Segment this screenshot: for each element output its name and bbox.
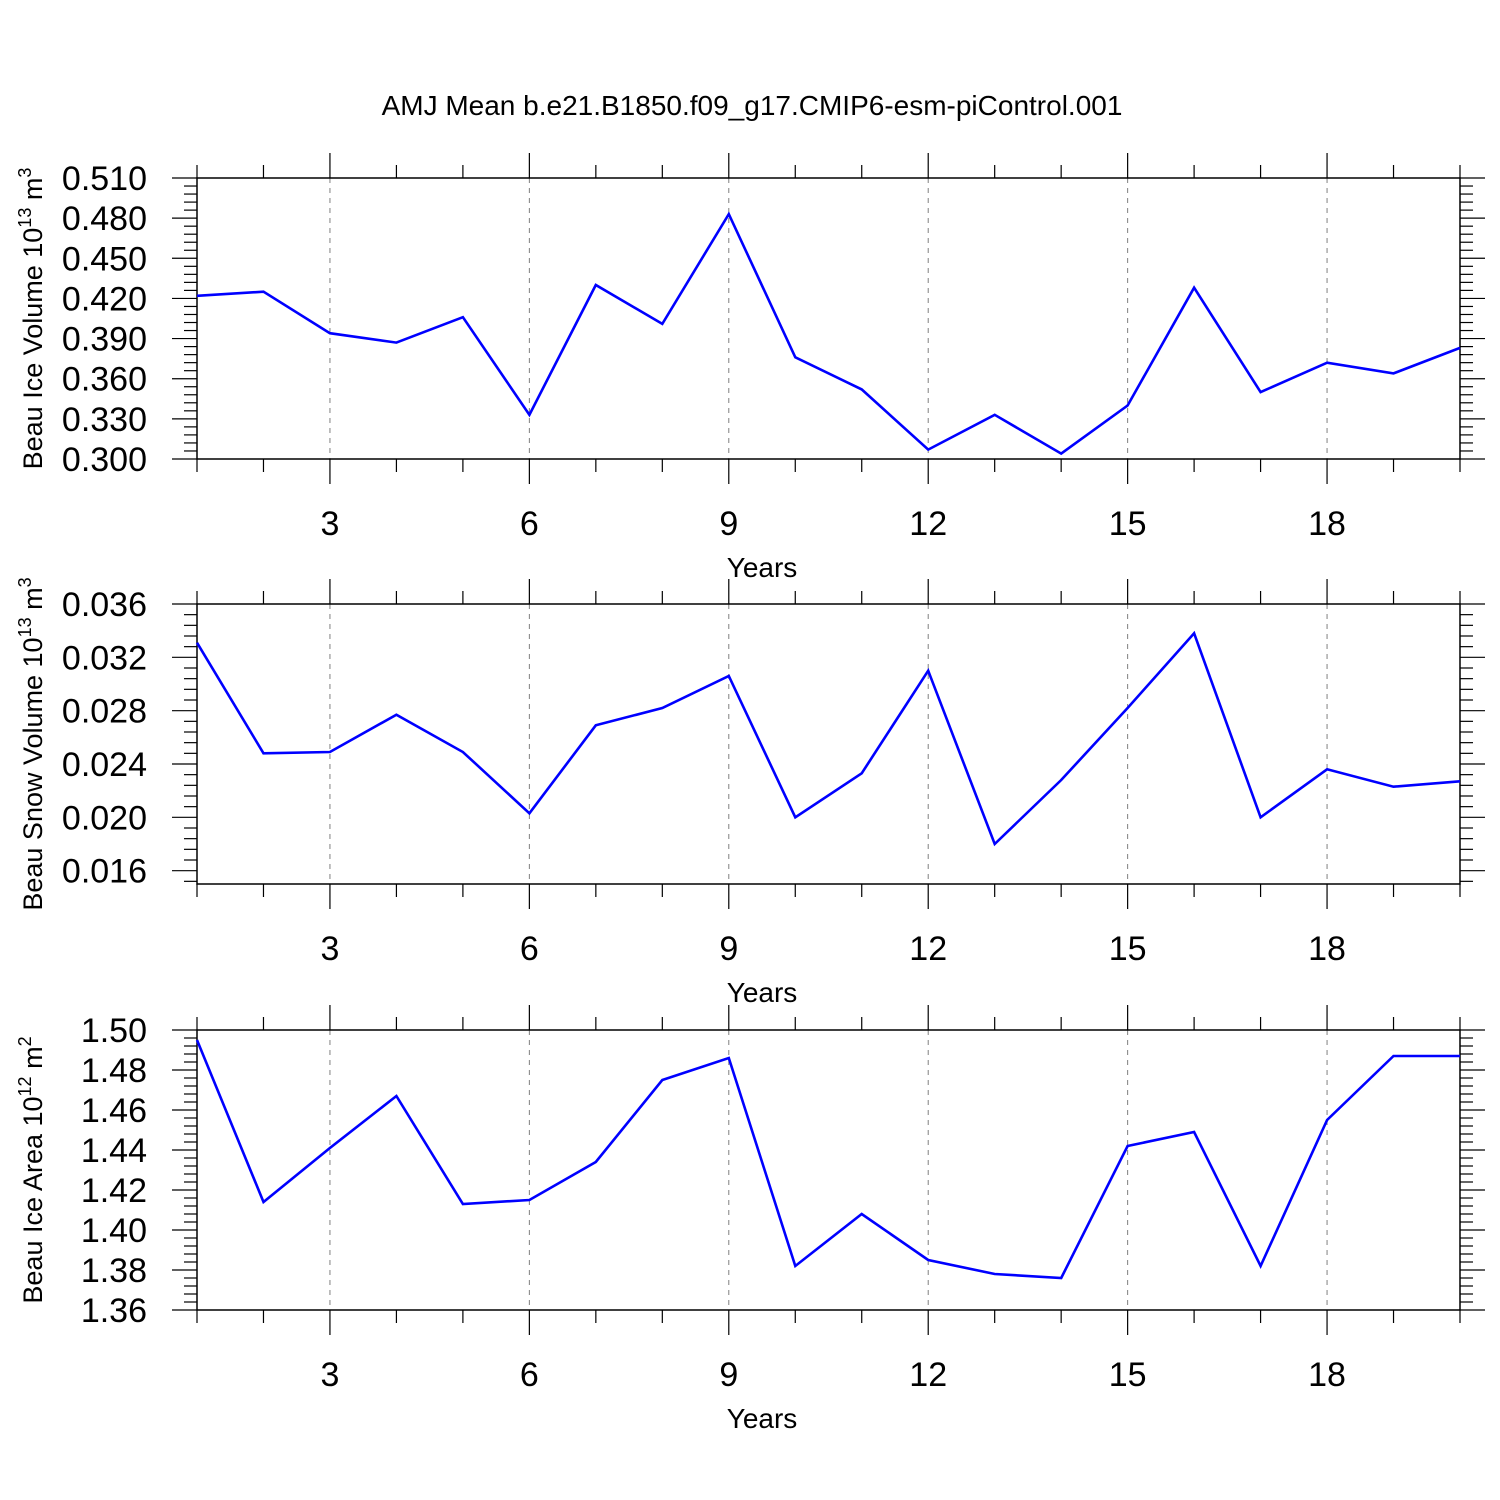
x-tick-label: 9 — [719, 930, 738, 968]
y-tick-label: 0.036 — [62, 586, 147, 624]
figure-title: AMJ Mean b.e21.B1850.f09_g17.CMIP6-esm-p… — [382, 90, 1123, 121]
panels: 3 6 9 12 15 180.3000.3300.3600.3900.4200.4500… — [15, 153, 1485, 1434]
y-tick-label: 0.360 — [62, 361, 147, 399]
y-tick-label: 0.032 — [62, 639, 147, 677]
y-axis-label: Beau Ice Volume 1013 m3 — [15, 168, 48, 470]
y-tick-label: 0.420 — [62, 280, 147, 318]
x-tick-label: 9 — [719, 1356, 738, 1394]
y-tick-label: 1.46 — [81, 1092, 147, 1130]
x-tick-label: 15 — [1109, 505, 1147, 543]
y-axis-label: Beau Snow Volume 1013 m3 — [15, 577, 48, 910]
x-tick-label: 18 — [1308, 930, 1346, 968]
y-tick-label: 1.36 — [81, 1292, 147, 1330]
y-axis-label: Beau Ice Area 1012 m2 — [15, 1036, 48, 1303]
y-tick-label: 1.38 — [81, 1252, 147, 1290]
x-tick-label: 15 — [1109, 1356, 1147, 1394]
y-tick-label: 1.40 — [81, 1212, 147, 1250]
x-axis-label: Years — [727, 977, 798, 1008]
x-tick-label: 15 — [1109, 930, 1147, 968]
chart-panel-3: 3 6 9 12 15 18 1.361.381.401.421.441.461.481.5… — [15, 1005, 1485, 1434]
x-tick-label: 9 — [719, 505, 738, 543]
y-tick-label: 0.024 — [62, 746, 147, 784]
y-tick-label: 0.300 — [62, 441, 147, 479]
y-tick-label: 0.330 — [62, 401, 147, 439]
y-tick-label: 1.50 — [81, 1012, 147, 1050]
y-tick-label: 1.44 — [81, 1132, 147, 1170]
series-line — [195, 630, 1461, 847]
plot-frame — [196, 177, 1461, 460]
x-tick-label: 18 — [1308, 505, 1346, 543]
y-tick-label: 0.450 — [62, 240, 147, 278]
series-line — [195, 1039, 1460, 1280]
x-tick-label: 3 — [320, 930, 339, 968]
x-axis-label: Years — [727, 552, 798, 583]
chart-panel-2: 3 6 9 12 15 18 0.016 0.020 0.024 0.028 0.032 0.036 Y… — [15, 577, 1485, 1008]
plot-frame — [196, 1029, 1461, 1311]
y-tick-label: 0.480 — [62, 200, 147, 238]
x-axis-label: Years — [727, 1403, 798, 1434]
y-tick-label: 0.510 — [62, 160, 147, 198]
x-tick-label: 3 — [320, 1356, 339, 1394]
x-tick-label: 18 — [1308, 1356, 1346, 1394]
x-tick-label: 3 — [320, 505, 339, 543]
series-line — [196, 211, 1461, 456]
x-tick-label: 12 — [909, 1356, 947, 1394]
y-tick-label: 0.016 — [62, 853, 147, 891]
x-tick-label: 6 — [520, 1356, 539, 1394]
plot-frame — [196, 603, 1461, 885]
y-tick-label: 0.028 — [62, 693, 147, 731]
x-tick-label: 12 — [909, 505, 947, 543]
y-tick-label: 1.48 — [81, 1052, 147, 1090]
y-tick-label: 0.020 — [62, 799, 147, 837]
x-tick-label: 12 — [909, 930, 947, 968]
y-tick-label: 1.42 — [81, 1172, 147, 1210]
chart-panel-1: 3 6 9 12 15 180.3000.3300.3600.3900.4200.4500… — [15, 153, 1485, 583]
y-tick-label: 0.390 — [62, 321, 147, 359]
x-tick-label: 6 — [520, 505, 539, 543]
x-tick-label: 6 — [520, 930, 539, 968]
